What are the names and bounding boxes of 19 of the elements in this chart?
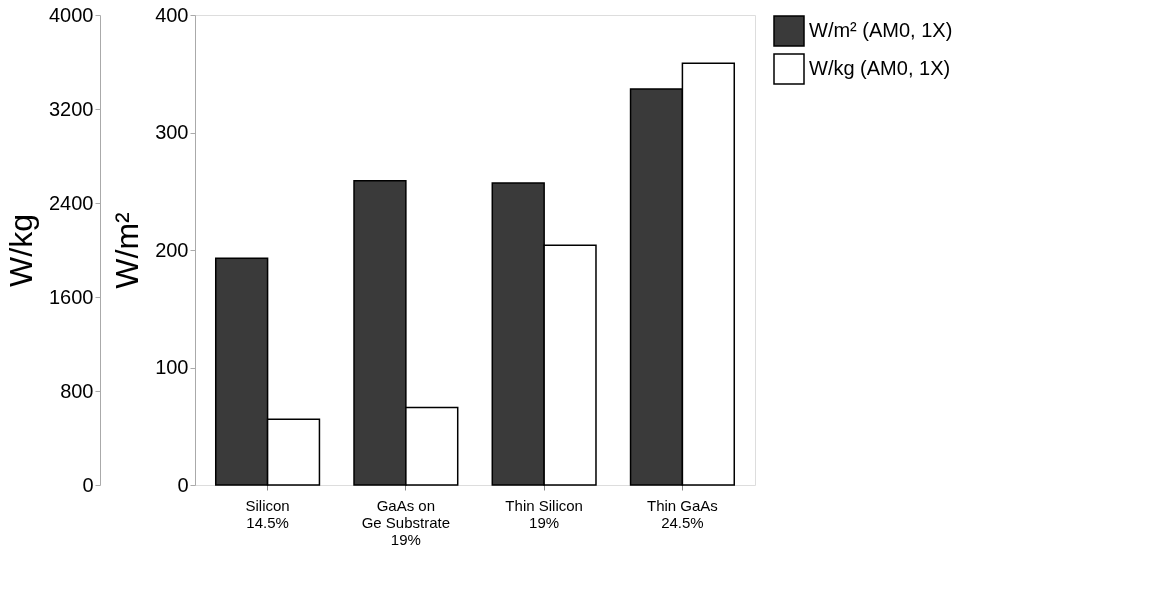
- x-tick-label: Thin Silicon 19%: [505, 496, 583, 531]
- y-tick-label: 200: [155, 238, 189, 261]
- x-tick-label: GaAs on Ge Substrate 19%: [361, 496, 451, 548]
- y-axis-title: W/m²: [109, 211, 146, 289]
- y2-tick-label: 1600: [49, 285, 94, 308]
- x-tick-label: Thin GaAs 24.5%: [646, 496, 718, 531]
- y-tick-label: 0: [177, 473, 189, 496]
- y2-tick-label: 3200: [49, 97, 94, 120]
- x-tick-label: Silicon 14.5%: [245, 496, 290, 531]
- y2-tick-label: 2400: [49, 191, 94, 214]
- y2-tick-label: 800: [60, 379, 94, 402]
- y2-axis-title: W/kg: [3, 214, 40, 287]
- y-tick-label: 300: [155, 121, 189, 143]
- y2-tick-label: 4000: [49, 3, 94, 26]
- legend-label: W/m² (AM0, 1X): [809, 19, 953, 41]
- legend-label: W/kg (AM0, 1X): [809, 57, 951, 79]
- y-tick-label: 400: [155, 3, 189, 26]
- y2-tick-label: 0: [82, 473, 94, 496]
- y-tick-label: 100: [155, 356, 189, 378]
